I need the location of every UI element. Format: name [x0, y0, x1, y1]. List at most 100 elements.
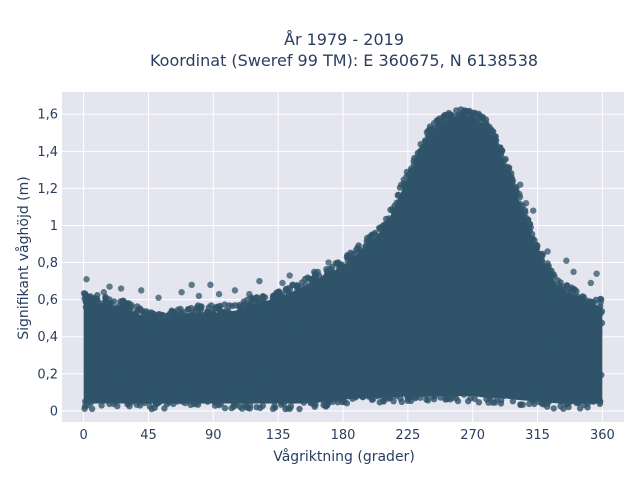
scatter-point: [408, 249, 416, 256]
scatter-point: [354, 244, 361, 251]
scatter-point: [359, 318, 366, 325]
scatter-point: [260, 327, 268, 334]
scatter-point: [377, 391, 384, 399]
scatter-point: [463, 188, 470, 195]
scatter-point: [170, 337, 177, 344]
scatter-point: [299, 372, 307, 379]
scatter-point: [571, 395, 578, 402]
scatter-point: [138, 390, 145, 397]
scatter-point: [113, 304, 120, 311]
scatter-point: [344, 392, 351, 399]
y-tick-label: 1,4: [37, 145, 58, 160]
scatter-point: [194, 302, 202, 309]
scatter-point: [541, 284, 549, 291]
scatter-point: [500, 392, 508, 400]
scatter-point: [132, 315, 140, 322]
scatter-point: [106, 283, 113, 290]
scatter-point: [452, 207, 459, 214]
scatter-point: [207, 281, 214, 289]
scatter-point: [140, 380, 147, 387]
scatter-point: [453, 107, 460, 114]
chart-title-line-1: År 1979 - 2019: [284, 30, 404, 49]
scatter-point: [120, 358, 127, 366]
scatter-point: [231, 287, 239, 294]
scatter-point: [318, 310, 325, 317]
scatter-point: [186, 313, 193, 320]
scatter-point: [463, 389, 470, 396]
y-tick-label: 1,6: [37, 108, 58, 123]
scatter-point: [518, 211, 525, 218]
scatter-point: [338, 345, 346, 352]
scatter-point: [236, 301, 243, 309]
scatter-point: [359, 393, 367, 401]
y-tick-label: 0,2: [37, 367, 58, 382]
scatter-point: [347, 257, 354, 264]
scatter-point: [183, 327, 191, 334]
scatter-point: [551, 367, 559, 374]
scatter-point: [517, 401, 524, 408]
scatter-point: [246, 290, 253, 298]
scatter-point: [279, 279, 286, 287]
scatter-point: [519, 393, 527, 400]
scatter-point: [182, 317, 189, 324]
scatter-point: [188, 359, 195, 367]
scatter-point: [96, 347, 104, 354]
scatter-point: [297, 284, 304, 291]
scatter-point: [112, 375, 119, 382]
scatter-point: [501, 332, 509, 340]
y-tick-labels: 0 0,2 0,4 0,6 0,8 1 1,2 1,4 1,6: [37, 108, 58, 420]
scatter-point: [504, 164, 511, 171]
scatter-point: [310, 393, 318, 401]
scatter-point: [191, 314, 198, 321]
scatter-point: [544, 298, 551, 305]
scatter-point: [84, 369, 91, 377]
scatter-point: [406, 212, 413, 219]
scatter-point: [208, 302, 215, 309]
scatter-point: [390, 327, 398, 334]
y-tick-label: 1: [50, 219, 58, 234]
y-tick-label: 1,2: [37, 182, 58, 197]
scatter-point: [404, 397, 412, 404]
scatter-point: [376, 399, 383, 406]
scatter-point: [576, 300, 583, 308]
scatter-point: [366, 272, 373, 279]
scatter-point: [171, 310, 178, 317]
scatter-point: [395, 390, 402, 397]
scatter-point: [148, 405, 155, 413]
scatter-point: [563, 257, 570, 264]
scatter-point: [286, 272, 293, 279]
scatter-point: [423, 183, 430, 190]
scatter-point: [277, 398, 284, 405]
x-tick-label: 180: [331, 428, 356, 443]
scatter-point: [573, 341, 580, 348]
scatter-point: [349, 395, 356, 402]
scatter-point: [143, 355, 150, 362]
scatter-point: [235, 364, 242, 371]
scatter-point: [325, 396, 332, 404]
scatter-point: [497, 152, 505, 159]
scatter-point: [543, 392, 551, 399]
scatter-point: [387, 347, 395, 354]
scatter-point: [189, 347, 196, 354]
scatter-point: [215, 290, 223, 298]
scatter-point: [554, 288, 562, 295]
scatter-point: [213, 332, 221, 339]
scatter-point: [220, 311, 227, 318]
scatter-point: [323, 272, 331, 279]
scatter-point: [531, 340, 538, 347]
scatter-point: [363, 296, 371, 303]
scatter-point: [572, 329, 579, 336]
scatter-point: [180, 339, 188, 347]
scatter-point: [565, 403, 572, 411]
scatter-point: [382, 386, 389, 393]
scatter-point: [576, 319, 583, 327]
scatter-point: [530, 240, 538, 247]
scatter-point: [282, 405, 289, 413]
scatter-point: [120, 366, 127, 374]
scatter-point: [255, 298, 262, 305]
scatter-point: [495, 280, 502, 287]
scatter-point: [452, 277, 459, 284]
scatter-point: [569, 353, 577, 360]
scatter-point: [577, 362, 584, 369]
scatter-point: [186, 388, 193, 395]
